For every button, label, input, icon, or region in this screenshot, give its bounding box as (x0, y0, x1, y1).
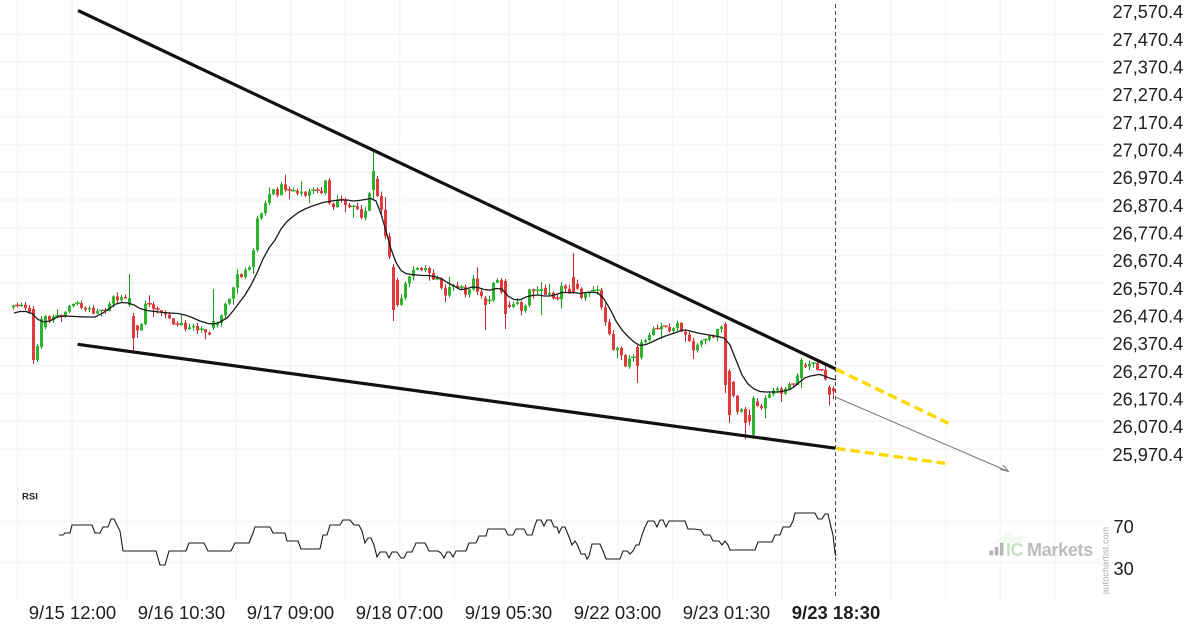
svg-text:26,970.4: 26,970.4 (1113, 168, 1184, 188)
svg-text:26,670.4: 26,670.4 (1113, 251, 1184, 271)
svg-text:26,470.4: 26,470.4 (1113, 307, 1184, 327)
svg-text:30: 30 (1114, 559, 1134, 579)
svg-text:9/22 03:00: 9/22 03:00 (574, 602, 661, 623)
svg-text:70: 70 (1114, 517, 1134, 537)
svg-text:IC: IC (1006, 540, 1024, 560)
svg-text:Markets: Markets (1027, 540, 1093, 560)
svg-text:26,070.4: 26,070.4 (1113, 417, 1184, 437)
svg-text:9/17 09:00: 9/17 09:00 (247, 602, 334, 623)
svg-text:26,270.4: 26,270.4 (1113, 362, 1184, 382)
svg-text:27,470.4: 27,470.4 (1113, 30, 1184, 50)
svg-text:9/18 07:00: 9/18 07:00 (356, 602, 443, 623)
svg-text:26,570.4: 26,570.4 (1113, 279, 1184, 299)
svg-text:26,370.4: 26,370.4 (1113, 334, 1184, 354)
svg-text:autochartist.com: autochartist.com (1101, 527, 1111, 595)
svg-text:26,870.4: 26,870.4 (1113, 196, 1184, 216)
svg-text:26,770.4: 26,770.4 (1113, 224, 1184, 244)
svg-text:9/23 01:30: 9/23 01:30 (683, 602, 770, 623)
svg-text:27,570.4: 27,570.4 (1113, 2, 1184, 22)
svg-text:9/16 10:30: 9/16 10:30 (138, 602, 225, 623)
svg-text:27,070.4: 27,070.4 (1113, 141, 1184, 161)
svg-text:9/23 18:30: 9/23 18:30 (792, 602, 880, 623)
svg-text:27,170.4: 27,170.4 (1113, 113, 1184, 133)
svg-text:9/15 12:00: 9/15 12:00 (29, 602, 116, 623)
svg-text:9/19 05:30: 9/19 05:30 (465, 602, 552, 623)
svg-text:26,170.4: 26,170.4 (1113, 389, 1184, 409)
svg-text:27,370.4: 27,370.4 (1113, 58, 1184, 78)
svg-text:27,270.4: 27,270.4 (1113, 85, 1184, 105)
svg-text:25,970.4: 25,970.4 (1113, 445, 1184, 465)
svg-text:RSI: RSI (22, 492, 38, 503)
